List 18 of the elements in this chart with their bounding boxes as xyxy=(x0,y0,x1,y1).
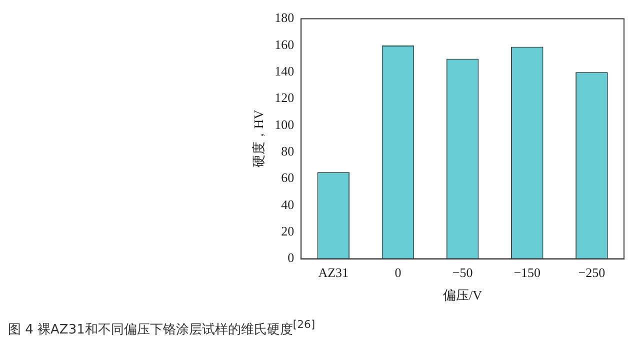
y-tick-label: 140 xyxy=(274,64,294,79)
y-tick-label: 0 xyxy=(288,250,294,266)
y-tick-label: 100 xyxy=(274,116,294,132)
x-tick-label: −50 xyxy=(452,265,473,280)
x-axis-title: 偏压/V xyxy=(443,288,483,303)
x-tick-label: −250 xyxy=(578,265,606,280)
y-tick-label: 180 xyxy=(274,10,294,26)
y-tick-label: 160 xyxy=(274,36,294,52)
caption: 图 4 裸AZ31和不同偏压下铬涂层试样的维氏硬度$^{[26]}$ xyxy=(8,318,316,338)
y-tick-label: 20 xyxy=(281,224,294,239)
y-tick-label: 60 xyxy=(281,170,294,186)
y-tick-label: 80 xyxy=(281,144,294,159)
x-tick-label: −150 xyxy=(514,265,541,280)
x-tick-label: 0 xyxy=(394,265,402,280)
y-tick-label: 40 xyxy=(281,196,294,212)
y-tick-label: 120 xyxy=(274,90,294,106)
y-axis-title: 硬度，HV xyxy=(251,109,266,168)
x-tick-label: AZ31 xyxy=(318,265,349,280)
